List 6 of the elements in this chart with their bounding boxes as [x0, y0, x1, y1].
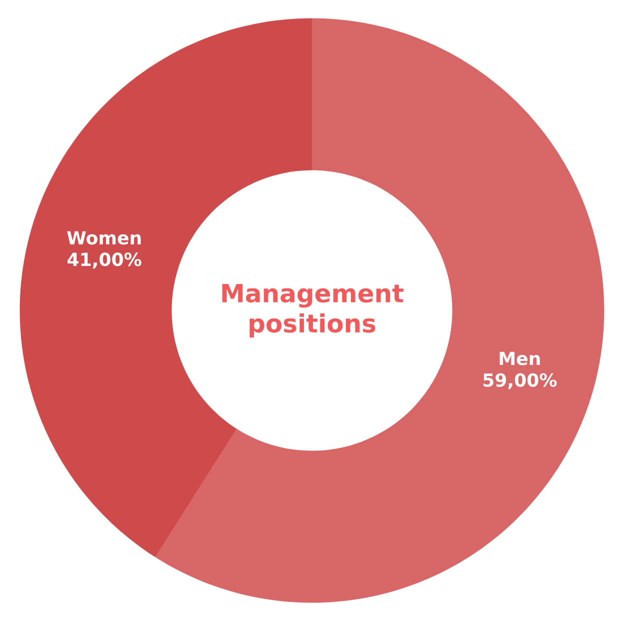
donut-slice [155, 18, 604, 603]
slice-label: Men [500, 352, 540, 366]
text: Management positions [222, 284, 404, 338]
data-label: 59,00% [483, 373, 557, 390]
data-label: 41,00% [68, 252, 142, 269]
slice-label: Women [67, 231, 141, 245]
